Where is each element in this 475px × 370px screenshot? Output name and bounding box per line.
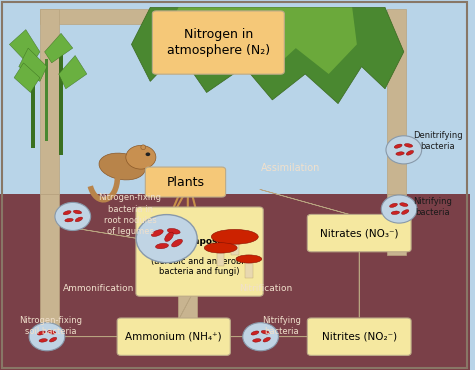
FancyArrowPatch shape [260, 189, 357, 216]
Bar [59, 52, 63, 155]
Ellipse shape [165, 232, 173, 242]
Text: Ammonification: Ammonification [63, 284, 134, 293]
Ellipse shape [167, 228, 180, 234]
Polygon shape [14, 63, 40, 92]
Bar [40, 9, 301, 24]
Bar [231, 237, 238, 255]
Bar [387, 194, 406, 255]
Ellipse shape [263, 337, 270, 342]
Ellipse shape [171, 239, 182, 247]
Bar [245, 259, 253, 278]
Polygon shape [10, 30, 40, 67]
Polygon shape [19, 48, 47, 81]
Ellipse shape [75, 217, 83, 222]
FancyArrowPatch shape [180, 296, 191, 317]
Polygon shape [59, 56, 87, 89]
Ellipse shape [39, 339, 48, 342]
Ellipse shape [63, 211, 71, 215]
Text: Nitrogen-fixing
soil bacteria: Nitrogen-fixing soil bacteria [19, 316, 82, 336]
Text: Denitrifying
bacteria: Denitrifying bacteria [413, 131, 463, 151]
FancyArrowPatch shape [62, 226, 136, 238]
Ellipse shape [391, 211, 399, 215]
Text: Nitrification: Nitrification [238, 284, 292, 293]
Bar [0, 0, 470, 194]
Bar [45, 59, 48, 141]
Ellipse shape [204, 243, 237, 253]
Ellipse shape [152, 230, 163, 236]
Ellipse shape [38, 331, 45, 335]
Circle shape [136, 215, 197, 263]
Ellipse shape [396, 152, 404, 155]
Ellipse shape [99, 153, 145, 180]
Text: Nitrifying
bacteria: Nitrifying bacteria [413, 197, 452, 217]
Text: Nitrites (NO₂⁻): Nitrites (NO₂⁻) [322, 332, 397, 342]
Text: Assimilation: Assimilation [261, 163, 320, 174]
FancyBboxPatch shape [307, 318, 411, 355]
FancyBboxPatch shape [152, 11, 285, 74]
Polygon shape [164, 7, 357, 74]
Ellipse shape [394, 144, 402, 148]
Polygon shape [45, 33, 73, 63]
Text: Nitrogen in
atmosphere (N₂): Nitrogen in atmosphere (N₂) [167, 28, 270, 57]
Ellipse shape [236, 255, 262, 263]
Circle shape [29, 323, 65, 351]
Ellipse shape [65, 218, 73, 222]
Circle shape [386, 136, 422, 164]
Circle shape [381, 195, 417, 223]
Circle shape [126, 145, 156, 169]
Ellipse shape [253, 339, 261, 342]
Bar [40, 194, 59, 337]
Text: Plants: Plants [166, 175, 204, 189]
Ellipse shape [406, 151, 414, 155]
Ellipse shape [211, 229, 258, 244]
Text: Nitrifying
bacteria: Nitrifying bacteria [262, 316, 301, 336]
Bar [179, 265, 197, 337]
Text: Nitrogen-fixing
bacteria in
root nodules
of legumes: Nitrogen-fixing bacteria in root nodules… [99, 194, 162, 236]
Text: Decomposers: Decomposers [165, 237, 234, 246]
Polygon shape [132, 7, 404, 104]
Bar [40, 9, 59, 194]
Ellipse shape [155, 243, 169, 249]
Bar [0, 194, 470, 370]
Ellipse shape [73, 210, 82, 214]
Bar [30, 56, 35, 148]
Bar [387, 9, 406, 194]
Text: Ammonium (NH₄⁺): Ammonium (NH₄⁺) [125, 332, 222, 342]
Ellipse shape [399, 203, 408, 206]
Ellipse shape [401, 210, 409, 214]
Circle shape [243, 323, 278, 351]
Ellipse shape [261, 330, 269, 334]
Ellipse shape [404, 144, 413, 147]
FancyBboxPatch shape [307, 215, 411, 252]
Text: Nitrates (NO₃⁻): Nitrates (NO₃⁻) [320, 228, 399, 238]
Circle shape [55, 202, 91, 231]
Ellipse shape [48, 330, 56, 334]
Ellipse shape [141, 145, 145, 150]
Ellipse shape [49, 337, 57, 342]
Ellipse shape [251, 331, 259, 335]
FancyBboxPatch shape [145, 167, 226, 197]
FancyBboxPatch shape [136, 207, 263, 296]
Circle shape [145, 152, 150, 156]
Ellipse shape [390, 203, 398, 208]
Bar [217, 248, 225, 266]
Text: (aerobic and anaerobic
bacteria and fungi): (aerobic and anaerobic bacteria and fung… [151, 257, 248, 276]
FancyBboxPatch shape [117, 318, 230, 355]
